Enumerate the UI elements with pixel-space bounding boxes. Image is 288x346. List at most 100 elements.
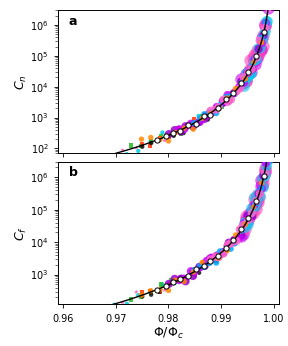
Point bbox=[90, 158, 94, 164]
Point bbox=[269, 118, 274, 124]
Point bbox=[219, 250, 223, 255]
Point bbox=[148, 288, 152, 294]
Point bbox=[234, 238, 239, 244]
Point bbox=[248, 211, 253, 217]
Point bbox=[173, 129, 177, 135]
Point bbox=[232, 90, 237, 96]
Point bbox=[213, 107, 218, 112]
Point bbox=[158, 137, 162, 142]
Point bbox=[270, 79, 275, 84]
Point bbox=[252, 202, 257, 208]
Point bbox=[125, 301, 129, 307]
Point bbox=[245, 73, 250, 79]
Point bbox=[218, 253, 223, 258]
Point bbox=[252, 203, 257, 209]
Point bbox=[266, 5, 271, 10]
Point bbox=[248, 66, 252, 72]
Point bbox=[252, 56, 257, 62]
Point bbox=[140, 290, 144, 295]
Point bbox=[190, 121, 194, 127]
Point bbox=[168, 132, 173, 138]
Point bbox=[184, 278, 189, 284]
Point bbox=[261, 173, 266, 179]
Point bbox=[241, 225, 246, 230]
Point bbox=[148, 290, 153, 295]
Point bbox=[256, 191, 261, 197]
Point bbox=[157, 289, 162, 294]
Point bbox=[268, 127, 273, 132]
Point bbox=[193, 267, 198, 272]
Point bbox=[257, 38, 262, 43]
Point bbox=[238, 227, 242, 232]
Point bbox=[158, 289, 162, 294]
Point bbox=[255, 53, 260, 58]
Point bbox=[231, 239, 236, 245]
Point bbox=[155, 137, 160, 143]
Point bbox=[120, 300, 125, 305]
Point bbox=[178, 277, 183, 282]
Point bbox=[120, 147, 125, 153]
Point bbox=[237, 235, 241, 241]
Point bbox=[234, 89, 239, 94]
Point bbox=[254, 198, 259, 204]
Point bbox=[225, 248, 230, 253]
Point bbox=[249, 66, 254, 72]
Point bbox=[221, 249, 226, 255]
Point bbox=[193, 120, 197, 125]
Point bbox=[264, 163, 268, 169]
Point bbox=[226, 98, 231, 103]
Point bbox=[218, 102, 222, 108]
Point bbox=[140, 142, 144, 147]
Point bbox=[246, 70, 251, 75]
Point bbox=[60, 313, 65, 319]
Point bbox=[244, 213, 249, 219]
Point bbox=[252, 59, 257, 64]
Point bbox=[211, 109, 215, 115]
Point bbox=[192, 267, 196, 273]
Point bbox=[225, 95, 230, 101]
Point bbox=[244, 71, 249, 77]
Point bbox=[176, 125, 180, 130]
Point bbox=[173, 127, 177, 133]
Point bbox=[209, 254, 213, 259]
Point bbox=[239, 80, 244, 85]
Point bbox=[259, 177, 264, 183]
Point bbox=[192, 271, 196, 276]
Point bbox=[226, 242, 230, 247]
Point bbox=[263, 168, 268, 173]
Point bbox=[270, 95, 274, 100]
Point bbox=[179, 129, 183, 134]
Point bbox=[255, 193, 260, 198]
Point bbox=[202, 264, 206, 270]
Point bbox=[181, 277, 186, 282]
Point bbox=[249, 206, 253, 211]
Point bbox=[245, 71, 250, 76]
Point bbox=[76, 315, 80, 320]
Point bbox=[193, 274, 197, 280]
Point bbox=[182, 125, 187, 131]
Point bbox=[215, 106, 219, 111]
Point bbox=[190, 271, 194, 276]
Point bbox=[182, 279, 187, 284]
Point bbox=[173, 277, 178, 283]
Point bbox=[252, 61, 257, 67]
Point bbox=[159, 134, 163, 139]
Point bbox=[101, 153, 106, 158]
Point bbox=[259, 186, 264, 191]
Point bbox=[218, 102, 223, 108]
Point bbox=[255, 47, 260, 53]
Point bbox=[242, 220, 246, 226]
Point bbox=[241, 74, 246, 80]
Point bbox=[270, 101, 274, 107]
Point bbox=[247, 68, 251, 74]
Point bbox=[244, 221, 248, 226]
Point bbox=[221, 98, 225, 104]
Point bbox=[198, 119, 202, 124]
Point bbox=[202, 263, 207, 269]
Point bbox=[206, 260, 210, 266]
Point bbox=[254, 52, 259, 57]
Point bbox=[148, 143, 152, 149]
Point bbox=[105, 303, 110, 308]
Point bbox=[249, 210, 254, 216]
Point bbox=[258, 47, 263, 52]
